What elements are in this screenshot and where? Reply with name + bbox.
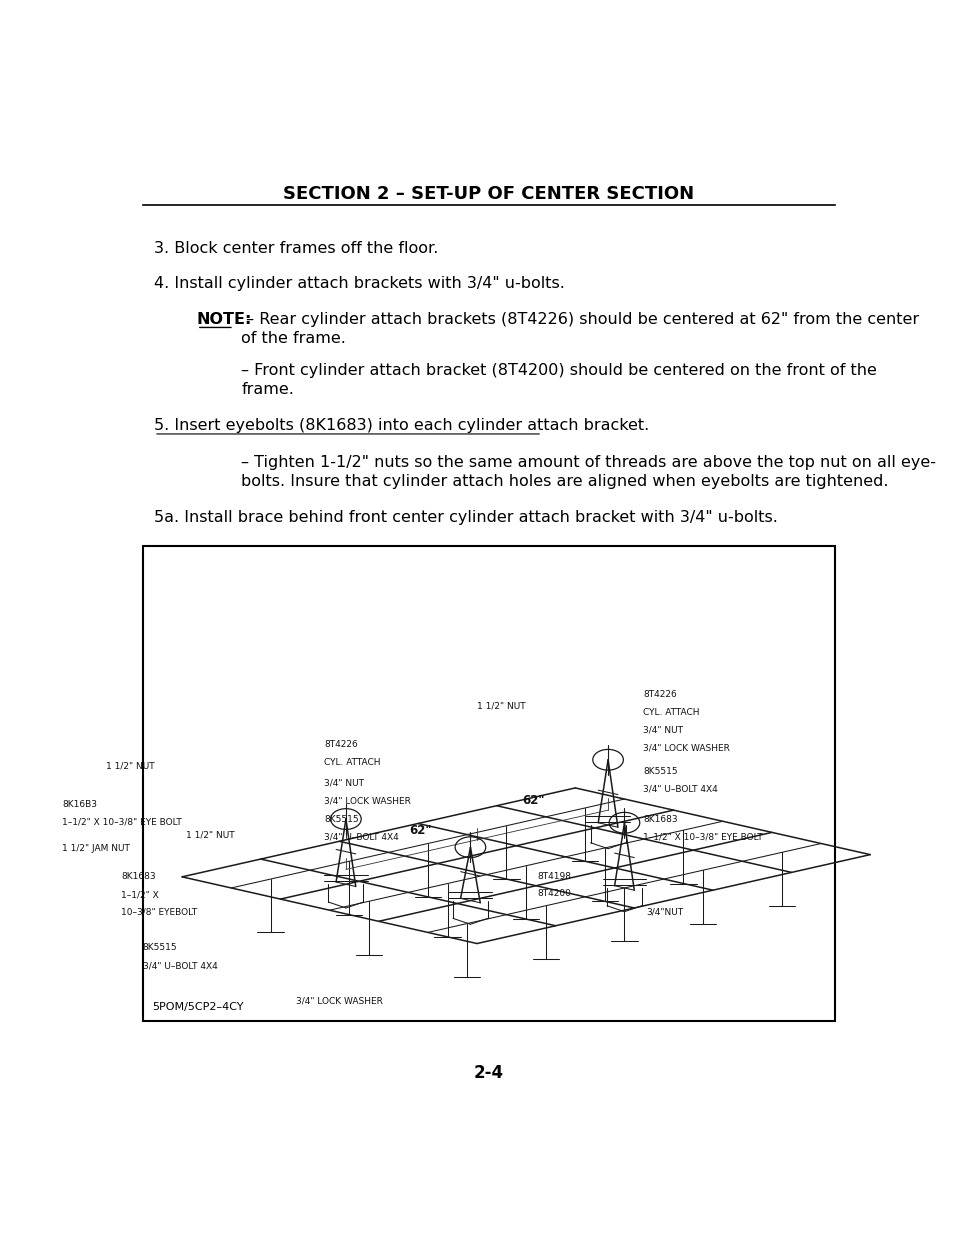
Text: – Rear cylinder attach brackets (8T4226) should be centered at 62" from the cent: – Rear cylinder attach brackets (8T4226)… bbox=[241, 312, 919, 327]
Text: 8K16B3: 8K16B3 bbox=[62, 800, 97, 809]
Text: 5a. Install brace behind front center cylinder attach bracket with 3/4" u-bolts.: 5a. Install brace behind front center cy… bbox=[153, 510, 777, 525]
Text: 1 1/2" JAM NUT: 1 1/2" JAM NUT bbox=[62, 845, 130, 853]
Text: 5POM/5CP2–4CY: 5POM/5CP2–4CY bbox=[152, 1002, 243, 1011]
Text: of the frame.: of the frame. bbox=[241, 331, 346, 346]
Text: CYL. ATTACH: CYL. ATTACH bbox=[642, 708, 699, 716]
Text: 3/4" NUT: 3/4" NUT bbox=[324, 779, 364, 788]
Text: SECTION 2 – SET-UP OF CENTER SECTION: SECTION 2 – SET-UP OF CENTER SECTION bbox=[283, 185, 694, 203]
Text: 62": 62" bbox=[409, 824, 431, 837]
Text: 62": 62" bbox=[522, 794, 544, 808]
Text: 1 1/2" NUT: 1 1/2" NUT bbox=[476, 701, 525, 711]
Text: 8T4226: 8T4226 bbox=[324, 741, 357, 750]
Text: 1–1/2" X 10–3/8" EYE BOLT: 1–1/2" X 10–3/8" EYE BOLT bbox=[642, 832, 762, 841]
Text: 3/4" LOCK WASHER: 3/4" LOCK WASHER bbox=[295, 997, 382, 1005]
Text: 8K1683: 8K1683 bbox=[121, 872, 155, 882]
Text: – Tighten 1-1/2" nuts so the same amount of threads are above the top nut on all: – Tighten 1-1/2" nuts so the same amount… bbox=[241, 454, 935, 469]
Text: 3/4" LOCK WASHER: 3/4" LOCK WASHER bbox=[642, 743, 729, 752]
Bar bbox=[143, 546, 834, 1021]
Text: CYL. ATTACH: CYL. ATTACH bbox=[324, 758, 380, 767]
Text: 8T4198: 8T4198 bbox=[537, 872, 571, 881]
Text: 8K5515: 8K5515 bbox=[143, 944, 177, 952]
Text: 8K5515: 8K5515 bbox=[642, 767, 677, 776]
Text: bolts. Insure that cylinder attach holes are aligned when eyebolts are tightened: bolts. Insure that cylinder attach holes… bbox=[241, 473, 888, 489]
Text: 3/4" LOCK WASHER: 3/4" LOCK WASHER bbox=[324, 797, 411, 805]
Text: 3/4" U–BOLT 4X4: 3/4" U–BOLT 4X4 bbox=[642, 785, 717, 794]
Text: 1–1/2" X 10–3/8" EYE BOLT: 1–1/2" X 10–3/8" EYE BOLT bbox=[62, 818, 181, 826]
Text: 10–3/8" EYEBOLT: 10–3/8" EYEBOLT bbox=[121, 908, 197, 916]
Text: 4. Install cylinder attach brackets with 3/4" u-bolts.: 4. Install cylinder attach brackets with… bbox=[153, 275, 564, 290]
Text: NOTE:: NOTE: bbox=[196, 312, 252, 327]
Text: 1–1/2" X: 1–1/2" X bbox=[121, 890, 158, 899]
Text: 8T4226: 8T4226 bbox=[642, 690, 676, 699]
Text: 8T4200: 8T4200 bbox=[537, 889, 570, 898]
Text: frame.: frame. bbox=[241, 383, 294, 398]
Text: 1 1/2" NUT: 1 1/2" NUT bbox=[186, 831, 234, 840]
Text: 3/4" U–BOLT 4X4: 3/4" U–BOLT 4X4 bbox=[324, 832, 398, 841]
Text: 8K5515: 8K5515 bbox=[324, 815, 358, 824]
Text: 3/4" U–BOLT 4X4: 3/4" U–BOLT 4X4 bbox=[143, 961, 217, 971]
Text: 8K1683: 8K1683 bbox=[642, 815, 677, 824]
Text: 5. Insert eyebolts (8K1683) into each cylinder attach bracket.: 5. Insert eyebolts (8K1683) into each cy… bbox=[153, 419, 649, 433]
Text: 1 1/2" NUT: 1 1/2" NUT bbox=[106, 761, 154, 771]
Text: 3/4" NUT: 3/4" NUT bbox=[642, 726, 682, 735]
Text: 3/4"NUT: 3/4"NUT bbox=[645, 908, 682, 916]
Text: 3. Block center frames off the floor.: 3. Block center frames off the floor. bbox=[153, 241, 438, 256]
Text: 2-4: 2-4 bbox=[474, 1063, 503, 1082]
Text: – Front cylinder attach bracket (8T4200) should be centered on the front of the: – Front cylinder attach bracket (8T4200)… bbox=[241, 363, 876, 378]
